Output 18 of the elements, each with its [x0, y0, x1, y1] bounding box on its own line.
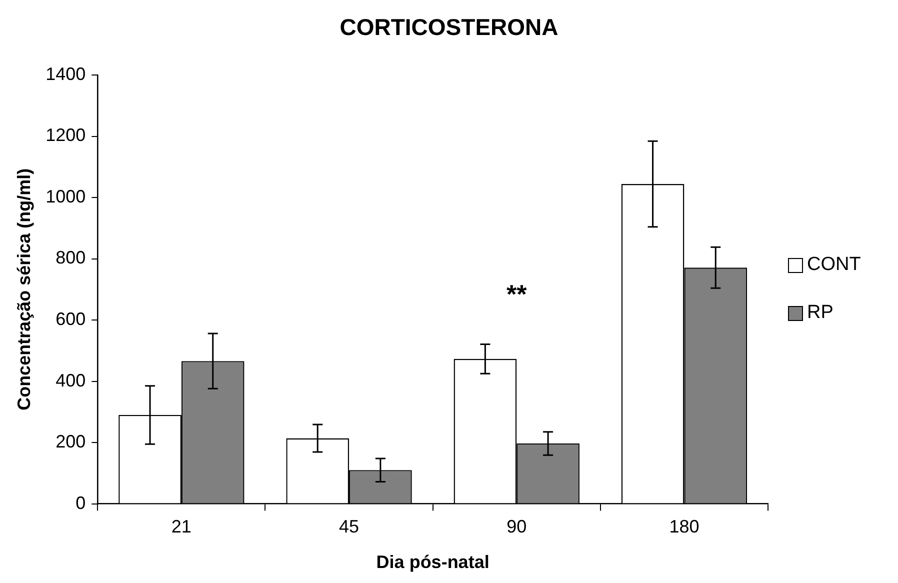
- y-tick-label: 200: [56, 432, 86, 452]
- y-tick-label: 600: [56, 308, 86, 329]
- x-tick-label: 45: [339, 516, 360, 537]
- y-tick-label: 1200: [46, 125, 86, 146]
- x-tick-label: 180: [669, 516, 700, 537]
- y-tick-label: 400: [56, 370, 86, 390]
- x-tick-label: 90: [506, 516, 527, 537]
- legend-label: RP: [807, 302, 834, 324]
- y-tick-label: 1400: [46, 64, 86, 84]
- x-axis-title: Dia pós-natal: [376, 552, 490, 572]
- chart-title: CORTICOSTERONA: [338, 14, 560, 41]
- annotation: **: [506, 279, 528, 310]
- y-tick-label: 0: [76, 492, 86, 513]
- y-tick-label: 800: [56, 248, 86, 268]
- x-tick-label: 21: [171, 516, 192, 537]
- text: CONT: [807, 254, 861, 276]
- y-tick-label: 1000: [46, 186, 86, 206]
- y-axis-title: Concentração sérica (ng/ml): [14, 168, 34, 410]
